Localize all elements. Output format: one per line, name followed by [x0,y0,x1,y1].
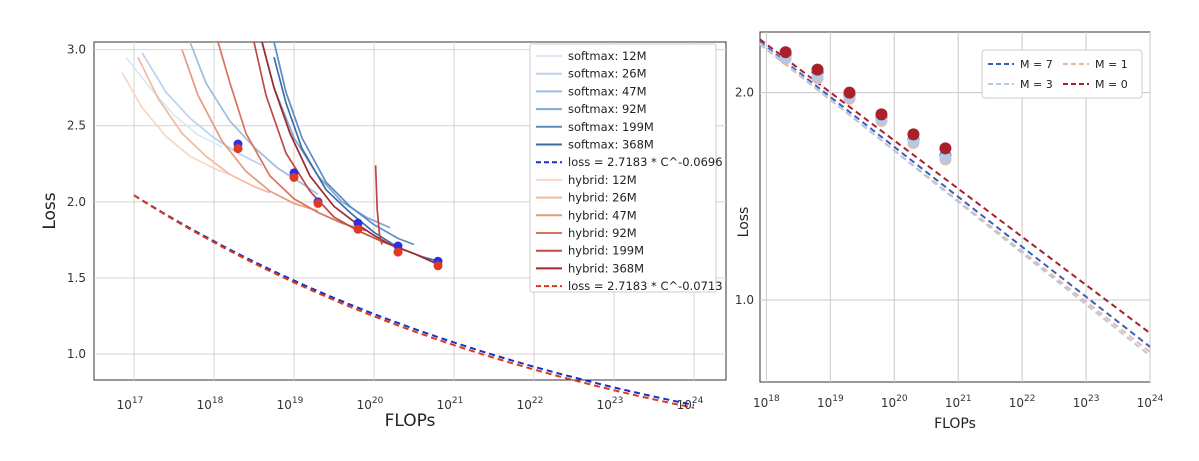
right-x-tick-label: 1019 [817,394,844,410]
left-legend-label: softmax: 26M [568,67,647,81]
right-y-axis-label: Loss [736,207,752,238]
left-x-tick-label: 1018 [197,396,224,412]
right-x-tick-label: 1023 [1073,394,1100,410]
left-marker-hybrid [289,173,299,183]
right-x-tick-label: 1024 [1137,394,1164,410]
left-marker-hybrid [393,247,403,257]
right-marker [875,108,888,121]
left-series-line [181,49,319,212]
right-legend: M = 7 M = 1 M = 3 M = 0 [981,49,1143,99]
left-series-line [137,56,271,194]
left-x-tick-label: 1017 [117,396,144,412]
right-markers [779,46,952,166]
left-marker-hybrid [433,261,443,271]
left-marker-hybrid [353,224,363,234]
right-marker [939,142,952,155]
left-legend-label: hybrid: 12M [568,173,637,187]
left-legend-box [529,43,717,293]
right-x-tick-label: 1021 [945,394,972,410]
left-fit-lines [133,194,695,409]
right-marker [779,46,792,59]
left-markers [233,139,443,271]
right-x-tick-label: 1018 [753,394,780,410]
right-x-tick-label: 1020 [881,394,908,410]
left-legend-label: hybrid: 199M [568,244,644,258]
left-legend-label: softmax: 47M [568,84,647,98]
left-series-line [125,56,223,148]
left-series-line [141,52,263,167]
left-y-tick-label: 2.0 [67,195,86,209]
left-fit-line [133,194,695,409]
right-fit-line [759,41,1151,348]
left-x-tick-label: 1022 [517,396,544,412]
left-y-axis-label: Loss [40,192,60,229]
left-x-tick-label: 1019 [277,396,304,412]
left-legend-label: loss = 2.7183 * C^-0.0713 [568,279,723,293]
right-marker [843,86,856,99]
left-series-line [121,72,231,176]
left-legend-label: hybrid: 47M [568,208,637,222]
left-y-tick-label: 1.5 [67,271,86,285]
left-x-tick-label: 1024 [677,396,704,412]
right-chart: 1018 1019 1020 1021 1022 1023 1024 2.0 1.0 FLOP… [735,31,1164,432]
right-marker [939,151,952,164]
right-fit-lines [759,38,1151,357]
right-legend-label: M = 1 [1095,58,1128,71]
right-fit-line [759,42,1151,357]
left-gridlines [94,42,726,380]
left-chart: 1017 1018 1019 1020 1021 1022 1023 1024 1.0 1.5 2… [40,41,727,431]
left-legend-label: hybrid: 92M [568,226,637,240]
left-x-tick-labels: 1017 1018 1019 1020 1021 1022 1023 1024 [117,396,704,412]
left-series-line [217,41,367,232]
left-y-tick-label: 1.0 [67,347,86,361]
right-marker [811,63,824,76]
left-y-tick-label: 3.0 [67,43,86,57]
left-x-tick-label: 1021 [437,396,464,412]
right-x-axis-label: FLOPs [934,416,976,432]
left-y-tick-label: 2.5 [67,119,86,133]
left-fit-line [133,194,695,406]
right-legend-box [981,49,1143,99]
right-marker [907,128,920,141]
left-legend-label: softmax: 199M [568,120,654,134]
right-legend-label: M = 7 [1020,58,1053,71]
right-legend-label: M = 0 [1095,78,1128,91]
left-spike-line [374,165,383,245]
left-legend-label: hybrid: 368M [568,261,644,275]
left-y-tick-labels: 1.0 1.5 2.0 2.5 3.0 [67,43,86,362]
right-y-tick-labels: 2.0 1.0 [735,86,754,307]
right-legend-label: M = 3 [1020,78,1053,91]
left-x-axis-label: FLOPs [385,411,436,431]
left-series-line [261,41,439,266]
left-x-tick-label: 1023 [597,396,624,412]
left-legend-label: softmax: 92M [568,102,647,116]
left-series-line [273,41,415,246]
right-x-tick-label: 1022 [1009,394,1036,410]
right-fit-line [759,38,1151,334]
left-x-tick-label: 1020 [357,396,384,412]
left-legend: softmax: 12M softmax: 26M softmax: 47M soft… [529,43,723,293]
left-legend-label: loss = 2.7183 * C^-0.0696 [568,155,723,169]
left-legend-label: softmax: 12M [568,49,647,63]
left-legend-label: softmax: 368M [568,138,654,152]
left-curves [121,41,439,266]
left-legend-label: hybrid: 26M [568,191,637,205]
right-y-tick-label: 1.0 [735,293,754,307]
left-marker-hybrid [313,198,323,208]
right-x-tick-labels: 1018 1019 1020 1021 1022 1023 1024 [753,394,1164,410]
right-y-tick-label: 2.0 [735,86,754,100]
left-marker-hybrid [233,144,243,154]
